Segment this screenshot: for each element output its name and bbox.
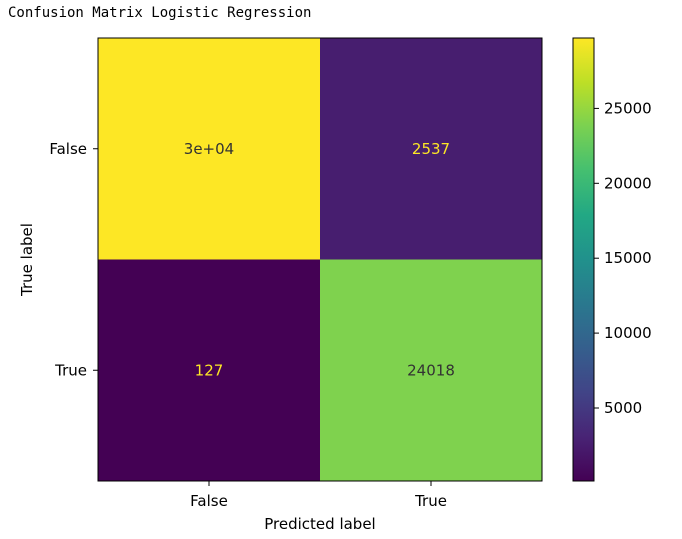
heatmap-cell-label: 3e+04 (184, 140, 234, 158)
colorbar-tick-label: 25000 (604, 99, 652, 117)
heatmap-cells (98, 38, 542, 481)
colorbar-gradient (573, 38, 594, 481)
colorbar-tick-label: 15000 (604, 249, 652, 267)
heatmap-cell-label: 127 (195, 361, 224, 379)
colorbar-tick-label: 20000 (604, 174, 652, 192)
heatmap-axes: False False True True Predicted label True la… (18, 37, 543, 533)
heatmap-cell (98, 38, 320, 260)
x-tick-label: True (414, 492, 447, 510)
heatmap-cell (320, 38, 542, 260)
y-tick-label: False (49, 140, 87, 158)
x-tick-label: False (190, 492, 228, 510)
colorbar-tick-label: 10000 (604, 324, 652, 342)
heatmap-cell-label: 2537 (412, 140, 450, 158)
page-title: Confusion Matrix Logistic Regression (8, 5, 312, 21)
x-axis-label: Predicted label (264, 515, 375, 533)
heatmap-frame (97, 37, 543, 482)
colorbar-frame (572, 37, 595, 482)
y-axis-label: True label (18, 223, 36, 297)
colorbar-tick-label: 5000 (604, 399, 642, 417)
colorbar: 5000 10000 15000 20000 25000 (572, 37, 652, 482)
heatmap-cell-labels: 3e+04 2537 127 24018 (184, 140, 455, 380)
heatmap-cell (320, 259, 542, 481)
heatmap-cell (98, 259, 320, 481)
heatmap-cell-label: 24018 (407, 361, 455, 379)
y-tick-label: True (54, 361, 87, 379)
